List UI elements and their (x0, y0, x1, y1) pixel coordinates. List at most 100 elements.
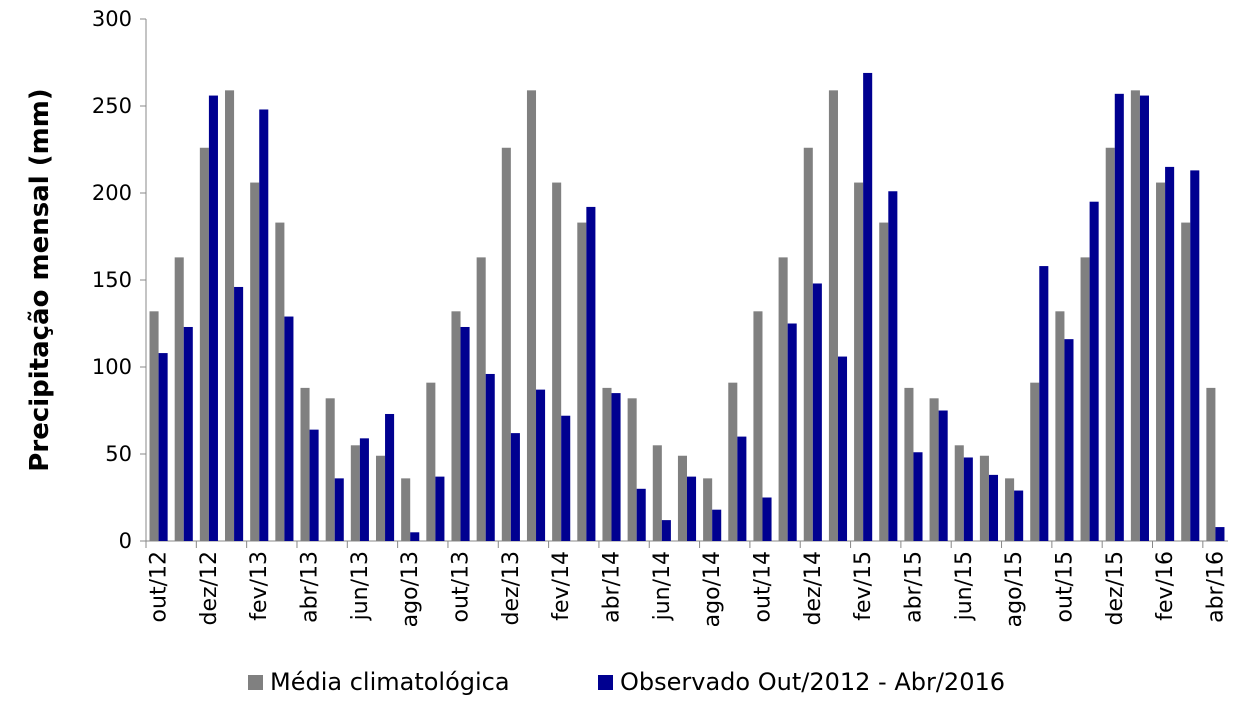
y-tick-label: 50 (105, 442, 132, 466)
x-tick-label: abr/15 (901, 551, 926, 623)
bar (1139, 95, 1149, 541)
bar (627, 398, 637, 541)
bar (787, 323, 797, 541)
bar (284, 316, 294, 541)
y-tick-label: 200 (92, 181, 132, 205)
y-tick-label: 250 (92, 94, 132, 118)
bar (1089, 201, 1099, 541)
y-tick-label: 100 (92, 355, 132, 379)
bar (410, 532, 420, 541)
legend-label: Observado Out/2012 - Abr/2016 (620, 668, 1005, 696)
x-tick-label: abr/14 (600, 551, 625, 623)
bar (1215, 527, 1225, 541)
legend-swatch (598, 675, 613, 690)
bar (703, 478, 713, 541)
bar (1039, 266, 1049, 541)
bar (1080, 257, 1090, 541)
bar (401, 478, 411, 541)
x-tick-label: dez/13 (499, 551, 524, 625)
x-tick-label: fev/13 (247, 551, 272, 621)
x-tick-label: ago/14 (700, 551, 725, 627)
bar (611, 393, 621, 541)
x-tick-label: jun/14 (650, 551, 675, 621)
bar (158, 353, 168, 541)
bar (652, 445, 662, 541)
bar (577, 222, 587, 541)
bar (1181, 222, 1191, 541)
bar (435, 476, 445, 541)
bar (837, 356, 848, 541)
bar (762, 497, 772, 541)
bar (913, 452, 923, 541)
bar (225, 90, 235, 541)
bar (334, 478, 344, 541)
x-tick-label: fev/16 (1153, 551, 1178, 621)
y-axis-title: Precipitação mensal (mm) (25, 88, 55, 471)
bar (778, 257, 788, 541)
bar (1014, 490, 1024, 541)
x-tick-label: abr/16 (1203, 551, 1228, 623)
bar (904, 387, 914, 541)
bar (385, 413, 395, 541)
bar (250, 182, 260, 541)
bar (677, 455, 687, 541)
legend-swatch (248, 675, 263, 690)
bar (476, 257, 486, 541)
bar (1206, 387, 1216, 541)
x-tick-label: out/13 (449, 551, 474, 622)
bar (929, 398, 939, 541)
bar (1190, 170, 1200, 541)
bar (879, 222, 889, 541)
bar (954, 445, 964, 541)
bar (350, 445, 360, 541)
x-tick-label: dez/15 (1103, 551, 1128, 625)
bar (359, 438, 369, 541)
bar (510, 433, 520, 541)
bar (812, 283, 822, 541)
bar (149, 311, 159, 541)
x-tick-label: out/12 (147, 551, 172, 622)
bar (1005, 478, 1015, 541)
bar (375, 455, 386, 541)
y-tick-label: 0 (119, 529, 132, 553)
bar (300, 387, 310, 541)
bar (1064, 339, 1074, 541)
bar (753, 311, 763, 541)
bar (728, 382, 738, 541)
x-tick-label: dez/14 (801, 551, 826, 625)
bar (183, 326, 193, 541)
bar (485, 373, 495, 541)
bar (501, 147, 511, 541)
bar (309, 429, 319, 541)
bar (863, 72, 873, 541)
x-tick-label: fev/14 (549, 551, 574, 621)
bar (552, 182, 562, 541)
bar (460, 326, 470, 541)
bar (1156, 182, 1166, 541)
bar (234, 286, 244, 541)
bar (636, 488, 646, 541)
bar (275, 222, 285, 541)
bar (1165, 166, 1175, 541)
x-tick-label: out/15 (1052, 551, 1077, 622)
x-tick-label: fev/15 (851, 551, 876, 621)
bar (803, 147, 813, 541)
bar (259, 109, 269, 541)
bar (526, 90, 537, 541)
bar (208, 95, 218, 541)
x-tick-label: dez/12 (197, 551, 222, 625)
bar (988, 474, 999, 541)
bar (1105, 147, 1115, 541)
bar (888, 191, 898, 541)
x-tick-label: jun/15 (952, 551, 977, 621)
y-tick-label: 300 (92, 7, 132, 31)
bar (199, 147, 209, 541)
bar (661, 520, 671, 541)
bar (737, 436, 747, 541)
x-tick-label: abr/13 (298, 551, 323, 623)
bar (451, 311, 461, 541)
bar (1030, 382, 1040, 541)
bar (586, 206, 596, 542)
bar (561, 415, 571, 541)
